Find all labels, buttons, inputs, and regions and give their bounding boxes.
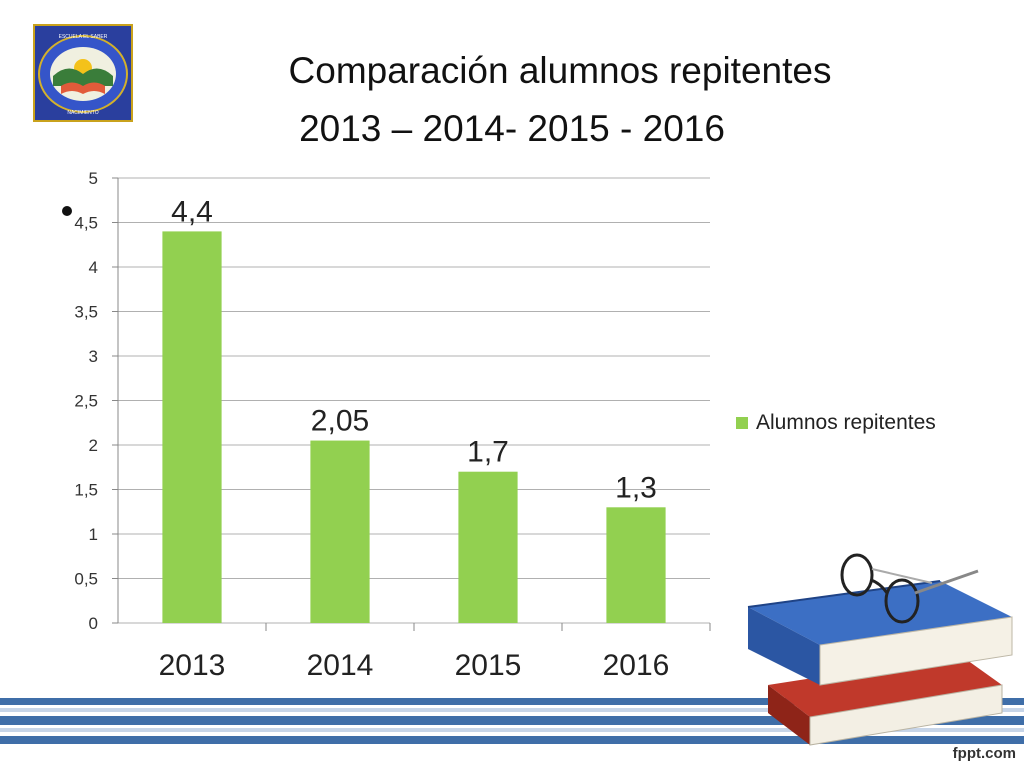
watermark-text: fppt.com [952,745,1016,762]
slide-title-line1: Comparación alumnos repitentes [288,50,832,91]
y-tick-label: 5 [89,169,98,188]
bar-2014 [310,440,370,623]
bar-2015 [458,471,518,623]
bar-2013 [162,231,222,623]
y-tick-label: 4,5 [74,214,98,233]
y-tick-label: 1 [89,525,98,544]
legend-swatch [736,417,748,429]
chart-legend: Alumnos repitentes [736,411,936,435]
y-tick-label: 0,5 [74,570,98,589]
slide-title-line2: 2013 – 2014- 2015 - 2016 [299,108,725,149]
y-tick-label: 0 [89,614,98,633]
data-label-2013: 4,4 [171,195,213,228]
y-tick-label: 2,5 [74,392,98,411]
logo-text-top: ESCUELA EL SABER [59,34,108,40]
school-logo: ESCUELA EL SABER NACIMIENTO [33,24,133,122]
x-tick-label: 2015 [455,649,522,682]
x-tick-label: 2013 [159,649,226,682]
x-tick-label: 2014 [307,649,374,682]
logo-text-bottom: NACIMIENTO [67,110,98,116]
x-tick-label: 2016 [603,649,670,682]
books-with-glasses-illustration [747,553,1013,746]
footer-stripes [0,690,1024,768]
data-label-2016: 1,3 [615,471,657,504]
legend-label: Alumnos repitentes [756,411,936,434]
y-tick-label: 2 [89,436,98,455]
data-label-2015: 1,7 [467,436,509,469]
y-tick-label: 4 [89,258,98,277]
y-tick-label: 1,5 [74,481,98,500]
y-tick-label: 3,5 [74,303,98,322]
bullet-dot [62,206,72,216]
data-label-2014: 2,05 [311,405,369,438]
bar-2016 [606,507,666,623]
y-tick-label: 3 [89,347,98,366]
